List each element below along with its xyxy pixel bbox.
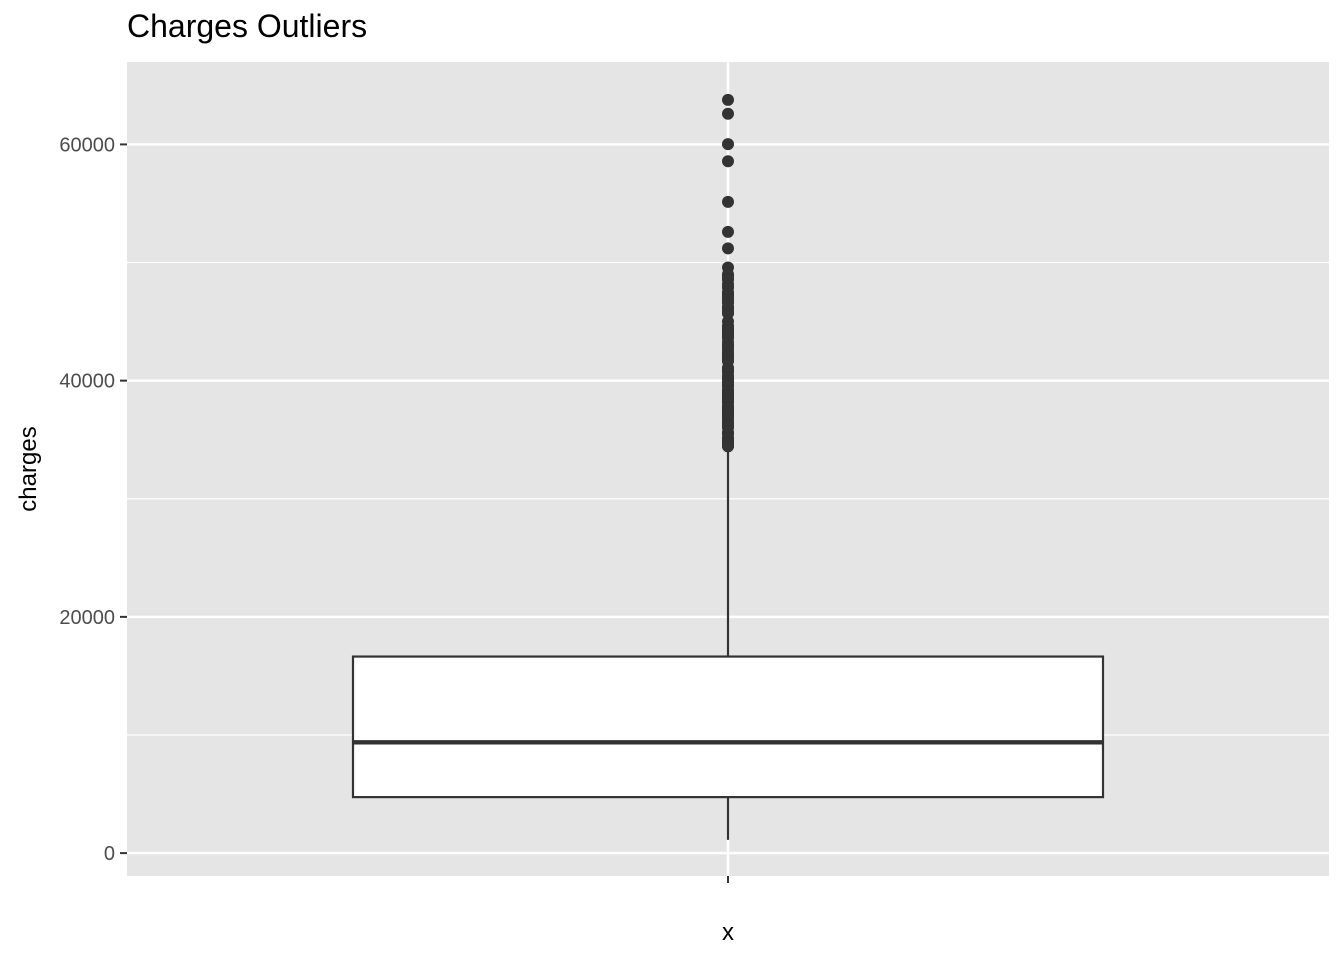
outlier-point bbox=[722, 440, 734, 453]
outlier-points bbox=[722, 93, 734, 453]
outlier-point bbox=[722, 225, 734, 238]
boxplot bbox=[351, 447, 1105, 840]
outlier-point bbox=[722, 93, 734, 106]
outlier-point bbox=[722, 155, 734, 168]
y-axis: 0 20000 40000 60000 bbox=[59, 134, 127, 865]
box-iqr bbox=[351, 655, 1105, 799]
y-axis-title: charges bbox=[15, 426, 42, 511]
outlier-point bbox=[722, 195, 734, 208]
x-axis-title: x bbox=[722, 919, 734, 946]
y-tick-label: 0 bbox=[104, 843, 115, 865]
y-tick-label: 40000 bbox=[59, 371, 115, 393]
chart-title: Charges Outliers bbox=[127, 8, 368, 44]
outlier-point bbox=[722, 307, 734, 320]
y-tick-label: 60000 bbox=[59, 134, 115, 156]
outlier-point bbox=[722, 107, 734, 120]
y-tick-label: 20000 bbox=[59, 607, 115, 629]
outlier-point bbox=[722, 242, 734, 255]
outlier-point bbox=[722, 138, 734, 151]
